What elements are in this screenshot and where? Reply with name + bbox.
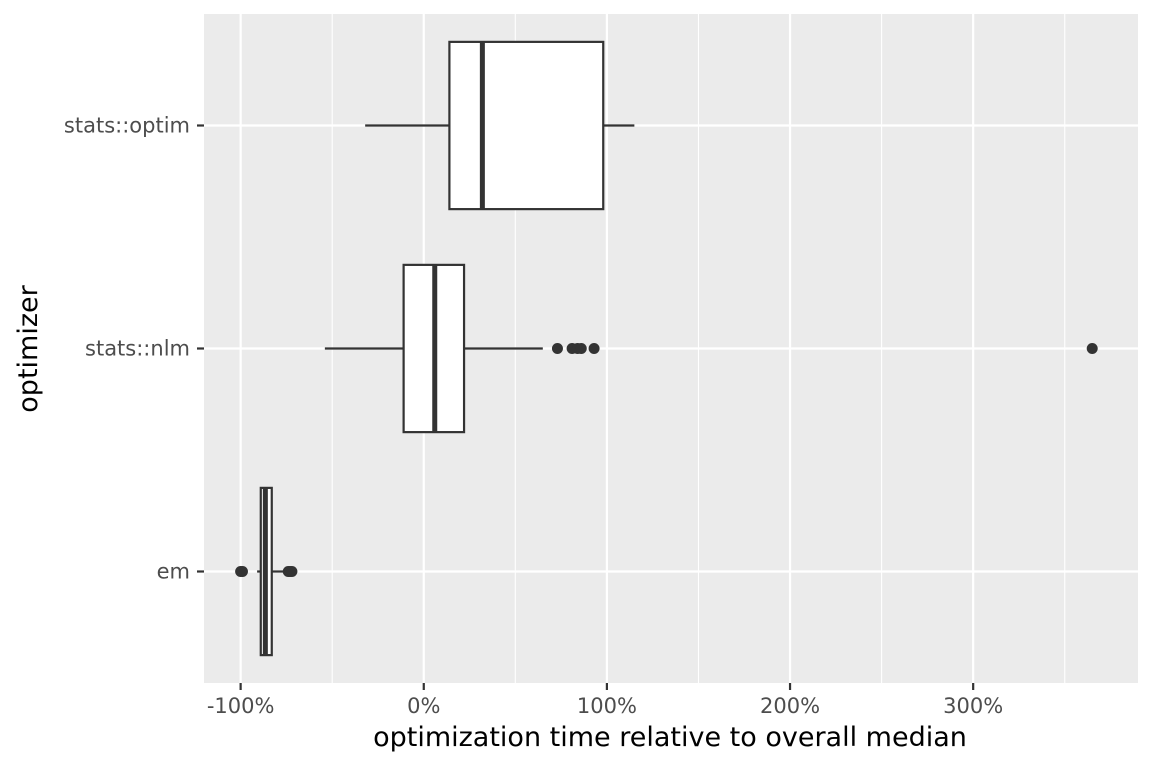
y-tick-label: em: [157, 560, 190, 584]
x-tick-label: -100%: [207, 694, 275, 718]
outlier-point: [236, 566, 248, 577]
box-stats-optim: [365, 40, 635, 211]
axis-layer: -100% 0% 100% 200% 300% stats::optimstats::nl…: [64, 114, 1003, 719]
outlier-point: [551, 343, 563, 354]
x-tick-label: 200%: [760, 694, 820, 718]
x-tick-label: 0%: [407, 694, 440, 718]
y-axis-title: optimizer: [13, 284, 44, 412]
y-tick-label: stats::nlm: [85, 337, 190, 361]
y-tick-label: stats::optim: [64, 114, 190, 138]
box-layer: [235, 40, 1098, 657]
outlier-point: [588, 343, 600, 354]
outlier-point: [575, 343, 587, 354]
x-tick-label: 300%: [943, 694, 1003, 718]
outlier-point: [286, 566, 298, 577]
box-em: [235, 486, 298, 657]
x-axis-title: optimization time relative to overall me…: [373, 722, 967, 753]
x-tick-label: 100%: [577, 694, 637, 718]
outlier-point: [1086, 343, 1098, 354]
box-iqr: [448, 40, 605, 211]
box-stats-nlm: [324, 263, 1098, 434]
